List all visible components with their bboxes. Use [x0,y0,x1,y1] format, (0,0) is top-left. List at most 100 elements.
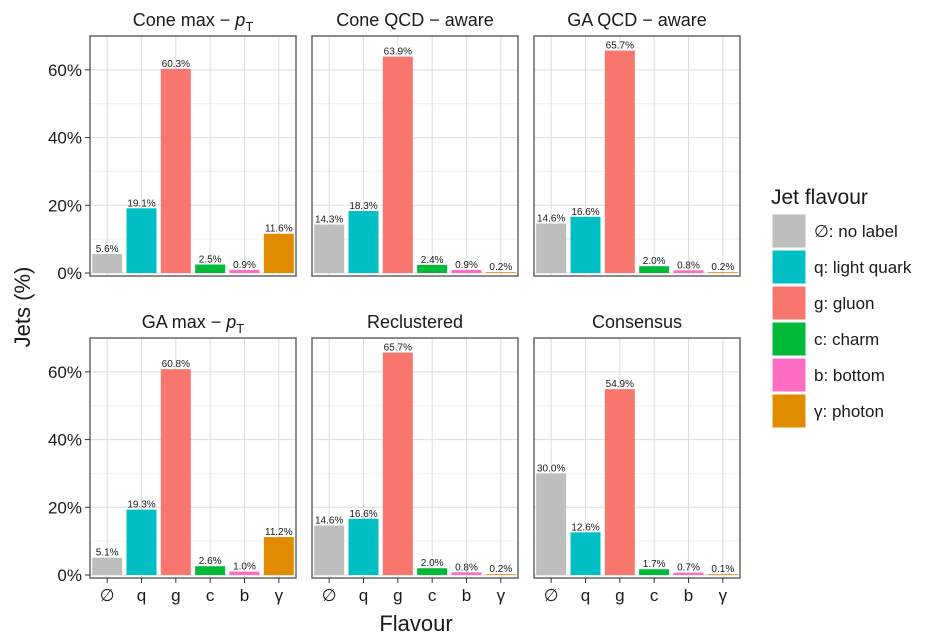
data-label: 2.6% [199,556,222,567]
legend: Jet flavour ∅: no label q: light quark g: g… [771,186,912,429]
bar-gamma [263,537,294,575]
data-label: 2.0% [643,256,666,267]
data-label: 0.8% [677,260,700,271]
data-label: 12.6% [571,522,599,533]
bar-c [639,266,670,273]
data-label: 5.1% [96,548,119,559]
data-label: 2.5% [199,255,222,266]
data-label: 0.2% [489,564,512,575]
data-label: 16.6% [571,207,599,218]
data-label: 63.9% [384,47,412,58]
panel-title: Reclustered [367,312,463,332]
panel-title-text: Cone max − [133,10,236,30]
legend-swatch [771,321,807,357]
legend-swatch [771,393,807,429]
panel-background [312,338,518,578]
data-label: 0.2% [711,262,734,273]
bar-q [126,509,157,575]
legend-swatch [771,285,807,321]
y-tick-label: 40% [48,129,82,148]
bar-b [673,572,704,575]
x-tick-label: γ [719,586,728,605]
bar-q [126,208,157,273]
data-label: 2.0% [421,558,444,569]
data-label: 14.6% [315,516,343,527]
data-label: 16.6% [349,509,377,520]
data-label: 60.3% [162,59,190,70]
bar-gamma [263,233,294,273]
x-tick-label: ∅ [544,586,559,605]
legend-label: q: light quark [814,258,912,277]
bar-none [92,557,123,575]
facet-panel-4: 5.1% 19.3% 60.8% 2.6% 1.0% 11.2% GA max − pT 0%… [48,312,297,605]
x-tick-label: q [581,586,590,605]
y-tick-label: 60% [48,363,82,382]
bar-c [417,568,448,575]
bar-c [195,264,226,273]
bar-none [92,254,123,273]
y-tick-label: 0% [57,566,82,585]
panel-border [533,35,741,277]
bar-gamma [707,574,738,575]
bar-gamma [485,574,516,575]
legend-label: γ: photon [814,402,884,421]
y-tick-label: 60% [48,61,82,80]
bar-gamma [485,272,516,273]
bar-none [314,525,345,575]
data-label: 65.7% [606,41,634,52]
panel-background [90,36,296,276]
bar-none [536,223,567,273]
y-tick-label: 0% [57,264,82,283]
bar-b [673,270,704,273]
data-label: 1.7% [643,559,666,570]
x-tick-label: q [359,586,368,605]
x-tick-label: b [240,586,249,605]
bar-g [160,68,191,273]
data-label: 54.9% [606,379,634,390]
bar-none [314,224,345,273]
bar-b [451,572,482,575]
panel-background [312,36,518,276]
data-label: 5.6% [96,244,119,255]
x-tick-label: c [206,586,215,605]
data-label: 30.0% [537,463,565,474]
bar-c [417,264,448,273]
bar-g [604,50,635,274]
legend-label: ∅: no label [814,222,898,241]
panel-title-text: Consensus [592,312,682,332]
facet-panel-3: 14.6% 16.6% 65.7% 2.0% 0.8% 0.2% GA QCD − awar… [533,10,741,277]
data-label: 2.4% [421,255,444,266]
panel-title-text: GA QCD − aware [567,10,707,30]
panel-title-text: Reclustered [367,312,463,332]
panel-border [533,337,741,579]
data-label: 14.3% [315,215,343,226]
legend-swatch [771,213,807,249]
legend-label: b: bottom [814,366,885,385]
panel-title: GA max − pT [142,312,245,336]
bar-g [382,56,413,273]
data-label: 11.6% [265,224,293,235]
data-label: 0.1% [711,564,734,575]
panel-border [89,35,297,277]
panel-background [534,36,740,276]
panel-title: Cone QCD − aware [336,10,494,30]
bar-b [451,269,482,273]
legend-label: c: charm [814,330,879,349]
facet-panel-2: 14.3% 18.3% 63.9% 2.4% 0.9% 0.2% Cone QCD − aw… [311,10,519,277]
bar-q [570,216,601,273]
bar-none [536,473,567,575]
bar-c [195,566,226,575]
bar-q [348,211,379,273]
data-label: 0.7% [677,563,700,574]
legend-label: g: gluon [814,294,875,313]
x-tick-label: b [684,586,693,605]
bar-q [570,532,601,575]
x-tick-label: g [171,586,180,605]
panel-title-text: GA max − [142,312,227,332]
data-label: 0.2% [489,262,512,273]
data-label: 18.3% [349,201,377,212]
panel-background [534,338,740,578]
data-label: 65.7% [384,343,412,354]
bar-g [160,369,191,575]
